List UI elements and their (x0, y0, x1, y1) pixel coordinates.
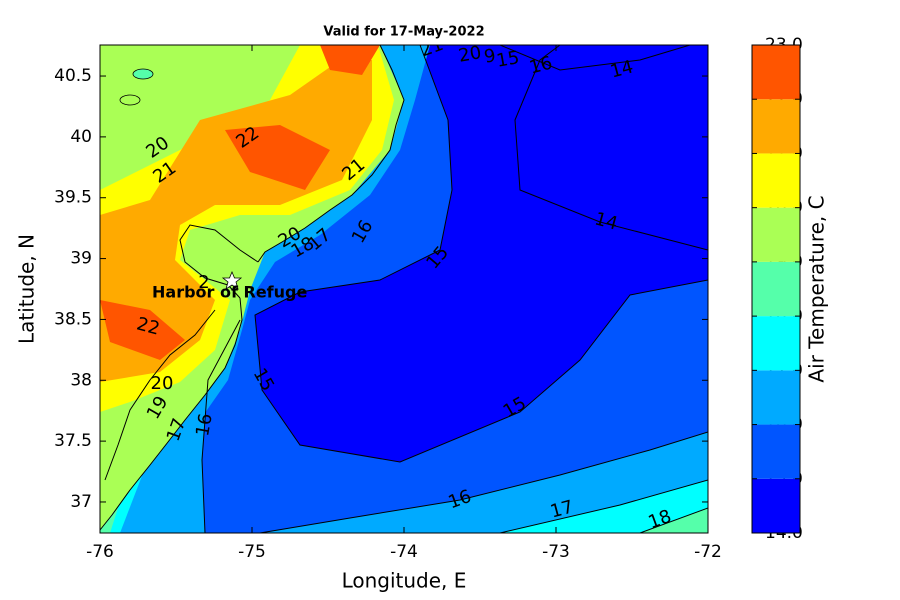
contour-line (499, 45, 691, 71)
contour-line (259, 431, 708, 533)
colorbar (751, 44, 801, 534)
coastline (104, 309, 216, 481)
coastline (179, 224, 259, 299)
y-axis-label: Latitude, N (15, 234, 39, 344)
coastline (100, 297, 243, 531)
x-tick-label: -76 (86, 542, 114, 562)
contour-label: 2 (198, 272, 209, 293)
contour-label: 16 (192, 412, 217, 438)
contour-line (254, 45, 708, 463)
contour-label: 9 (482, 45, 497, 68)
temperature-band (320, 45, 380, 75)
station-marker (221, 270, 243, 290)
colorbar-segment (752, 424, 800, 479)
temperature-band (100, 300, 185, 360)
map-title: Valid for 17-May-2022 (323, 25, 484, 40)
y-tick-label: 37 (70, 492, 92, 512)
x-axis-label: Longitude, E (342, 569, 467, 593)
contour-line (499, 479, 708, 533)
contour-label: 15 (495, 47, 521, 72)
contour-label: 20 (457, 42, 483, 67)
temperature-band (132, 68, 154, 80)
coastline (257, 45, 405, 263)
y-tick-label: 40.5 (54, 66, 92, 86)
temperature-band (119, 94, 141, 106)
y-tick-label: 38.5 (54, 309, 92, 329)
temperature-band (500, 480, 708, 533)
coastline (100, 45, 708, 533)
colorbar-segment (752, 207, 800, 262)
x-tick-label: -73 (542, 542, 570, 562)
colorbar-label: Air Temperature, C (805, 195, 829, 382)
y-tick-label: 39 (70, 249, 92, 269)
colorbar-segment (752, 478, 800, 533)
x-tick-label: -72 (694, 542, 722, 562)
colorbar-segment (752, 99, 800, 154)
temperature-band (225, 125, 330, 190)
colorbar-segment (752, 261, 800, 317)
colorbar-segment (752, 153, 800, 208)
temperature-band (260, 432, 708, 533)
colorbar-segment (752, 45, 800, 100)
y-tick-label: 39.5 (54, 188, 92, 208)
contour-label: 20 (151, 373, 174, 394)
contour-line (639, 507, 708, 533)
y-tick-label: 38 (70, 370, 92, 390)
contour-fill (100, 45, 708, 533)
station-label: Harbor of Refuge (152, 283, 307, 302)
colorbar-segment (752, 370, 800, 425)
contour-line (201, 319, 241, 533)
colorbar-frame (751, 44, 801, 534)
contour-line (514, 45, 708, 251)
x-tick-label: -74 (390, 542, 418, 562)
y-tick-label: 40 (70, 127, 92, 147)
y-tick-label: 37.5 (54, 431, 92, 451)
colorbar-segment (752, 316, 800, 371)
x-tick-label: -75 (238, 542, 266, 562)
